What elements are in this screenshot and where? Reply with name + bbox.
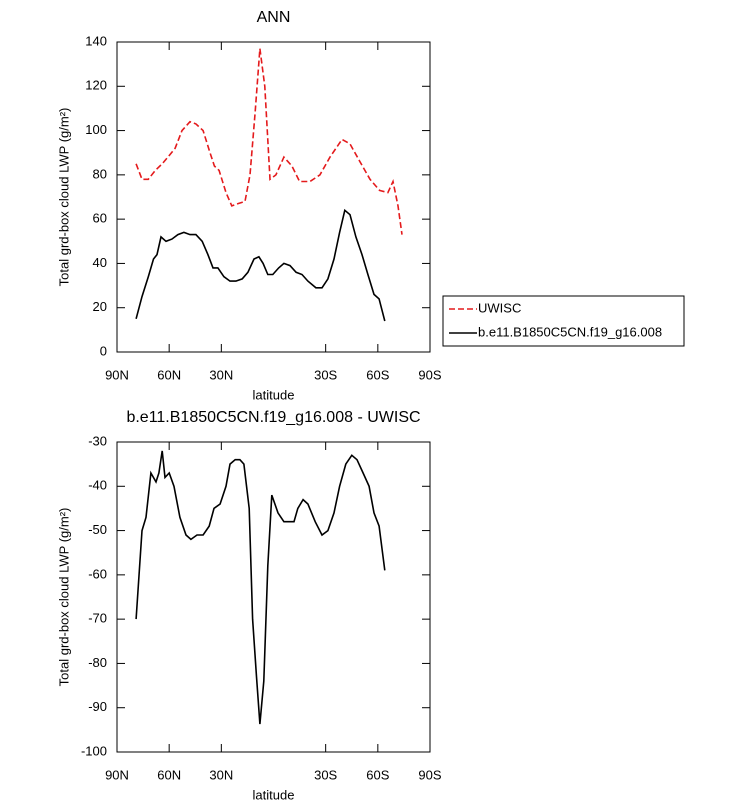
x-tick-label: 30S (314, 367, 337, 382)
data-line (135, 48, 403, 235)
x-tick-label: 60S (366, 767, 389, 782)
y-tick-label: -30 (88, 433, 107, 448)
x-tick-label: 30S (314, 767, 337, 782)
x-axis-label: latitude (253, 387, 295, 402)
x-tick-label: 30N (209, 367, 233, 382)
legend-box (442, 295, 685, 347)
data-line (135, 450, 386, 725)
y-tick-label: -50 (88, 522, 107, 537)
legend-label: UWISC (478, 300, 521, 315)
y-tick-label: -90 (88, 699, 107, 714)
plot-frame (116, 41, 431, 353)
x-tick-label: 90S (418, 367, 441, 382)
y-tick-label: 20 (93, 299, 107, 314)
chart-title: b.e11.B1850C5CN.f19_g16.008 - UWISC (126, 409, 420, 426)
x-tick-label: 90N (105, 767, 129, 782)
y-tick-label: -70 (88, 611, 107, 626)
data-line (135, 208, 386, 322)
y-tick-label: 40 (93, 255, 107, 270)
y-tick-label: 80 (93, 166, 107, 181)
plot-frame (116, 441, 431, 753)
y-tick-label: 140 (85, 33, 107, 48)
x-tick-label: 60N (157, 767, 181, 782)
x-tick-label: 30N (209, 767, 233, 782)
x-tick-label: 90N (105, 367, 129, 382)
y-tick-label: -40 (88, 478, 107, 493)
y-tick-label: 100 (85, 122, 107, 137)
x-tick-label: 90S (418, 767, 441, 782)
y-tick-label: 120 (85, 78, 107, 93)
legend-label: b.e11.B1850C5CN.f19_g16.008 (478, 324, 662, 339)
y-tick-label: 60 (93, 211, 107, 226)
x-tick-label: 60N (157, 367, 181, 382)
x-axis-label: latitude (253, 787, 295, 802)
chart-title: ANN (257, 9, 291, 26)
y-tick-label: -60 (88, 566, 107, 581)
y-tick-label: -80 (88, 655, 107, 670)
y-tick-label: 0 (100, 343, 107, 358)
x-tick-label: 60S (366, 367, 389, 382)
y-axis-label: Total grd-box cloud LWP (g/m²) (56, 508, 71, 687)
y-tick-label: -100 (81, 743, 107, 758)
y-axis-label: Total grd-box cloud LWP (g/m²) (56, 108, 71, 287)
